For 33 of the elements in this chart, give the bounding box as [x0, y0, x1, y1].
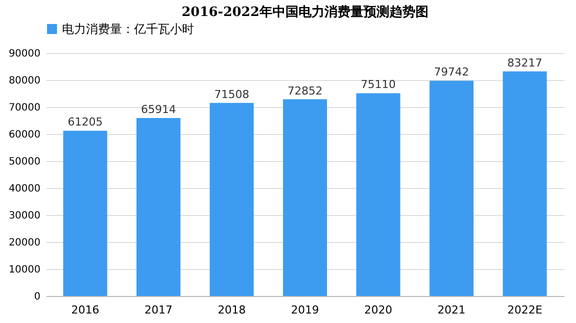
x-tick-label: 2019: [291, 304, 319, 316]
bar: [283, 99, 327, 296]
y-tick-label: 40000: [8, 184, 40, 194]
data-label: 61205: [68, 116, 103, 129]
bar: [356, 93, 400, 296]
data-label: 83217: [507, 56, 542, 70]
y-tick-label: 70000: [8, 102, 40, 114]
x-tick-label: 2016: [71, 304, 100, 316]
y-tick-label: 50000: [8, 156, 40, 168]
x-tick-label: 2018: [218, 304, 246, 316]
data-label: 79742: [434, 66, 470, 79]
bar: [430, 80, 474, 296]
bar: [63, 130, 108, 296]
bar: [136, 118, 180, 296]
data-label: 75110: [360, 78, 396, 92]
bar: [502, 71, 547, 296]
x-tick-label: 2021: [438, 304, 466, 316]
x-tick-label: 2022E: [507, 304, 542, 316]
chart-title: 2016-2022年中国电力消费量预测趋势图: [182, 4, 428, 20]
legend-label: 电力消费量：亿千瓦小时: [62, 22, 194, 36]
y-tick-label: 20000: [8, 238, 40, 248]
data-label: 72852: [288, 84, 322, 98]
y-tick-label: 0: [34, 292, 40, 302]
data-label: 71508: [214, 88, 250, 101]
y-tick-label: 10000: [8, 264, 40, 276]
x-tick-label: 2017: [144, 304, 172, 316]
data-label: 65914: [140, 103, 176, 116]
y-tick-label: 80000: [8, 76, 40, 86]
y-tick-label: 90000: [8, 48, 40, 60]
y-tick-label: 30000: [8, 210, 40, 222]
bar: [210, 102, 254, 296]
y-tick-label: 60000: [8, 130, 40, 140]
x-tick-label: 2020: [364, 304, 392, 316]
